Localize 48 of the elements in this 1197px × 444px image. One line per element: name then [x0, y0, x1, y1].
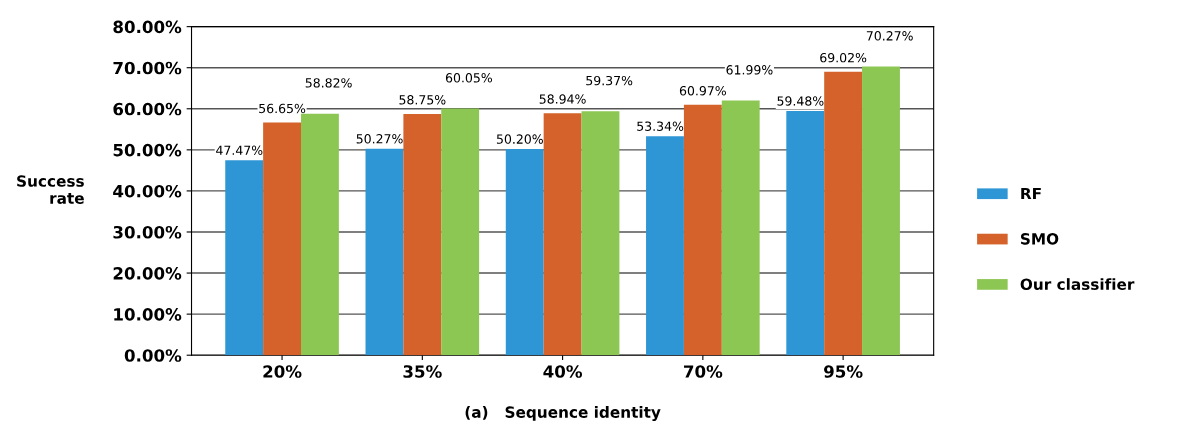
x-tick-label: 70% — [684, 365, 723, 378]
bar — [581, 111, 620, 356]
data-label: 47.47% — [216, 145, 263, 156]
x-tick-label: 35% — [403, 365, 442, 378]
bar — [441, 108, 480, 356]
data-label: 58.75% — [399, 95, 446, 105]
data-label: 60.97% — [679, 85, 726, 96]
data-label: 50.20% — [496, 134, 543, 144]
bar — [543, 113, 582, 356]
y-tick-label: 50.00% — [113, 143, 182, 157]
data-label: 61.99% — [726, 65, 773, 75]
x-tick-label: 20% — [263, 365, 302, 378]
y-tick-label: 80.00% — [113, 20, 182, 34]
y-tick-label: 30.00% — [113, 225, 182, 239]
y-tick-label: 60.00% — [113, 102, 182, 116]
bar — [263, 122, 301, 356]
bar — [824, 71, 863, 356]
data-label: 59.37% — [586, 75, 633, 86]
y-tick-label: 20.00% — [113, 267, 182, 280]
bar — [301, 113, 339, 356]
data-label: 70.27% — [866, 31, 913, 41]
data-label: 53.34% — [637, 121, 684, 131]
legend-label: SMO — [1020, 233, 1059, 245]
x-axis-title: (a) Sequence identity — [465, 406, 661, 421]
x-tick-label: 40% — [543, 365, 583, 378]
bar — [862, 66, 900, 356]
bar — [683, 104, 722, 356]
y-tick-label: 0.00% — [124, 349, 182, 362]
legend-label: RF — [1021, 187, 1041, 200]
legend-label: Our classifier — [1020, 278, 1135, 290]
data-label: 58.82% — [305, 78, 352, 88]
data-label: 50.27% — [356, 134, 403, 144]
bar — [786, 110, 825, 356]
data-label: 60.05% — [445, 73, 493, 83]
data-label: 56.65% — [259, 103, 306, 114]
bar — [403, 113, 442, 356]
x-tick-label: 95% — [824, 365, 863, 378]
y-tick-label: 70.00% — [113, 61, 182, 75]
bar — [225, 160, 264, 356]
bar — [505, 149, 544, 356]
y-axis-title: Success rate — [17, 175, 84, 204]
y-tick-label: 10.00% — [114, 308, 182, 321]
bar — [721, 100, 760, 356]
y-tick-label: 40.00% — [113, 184, 182, 198]
data-label: 58.94% — [539, 94, 586, 104]
data-label: 69.02% — [820, 52, 867, 63]
bar — [365, 148, 404, 356]
data-label: 59.48% — [777, 96, 824, 106]
